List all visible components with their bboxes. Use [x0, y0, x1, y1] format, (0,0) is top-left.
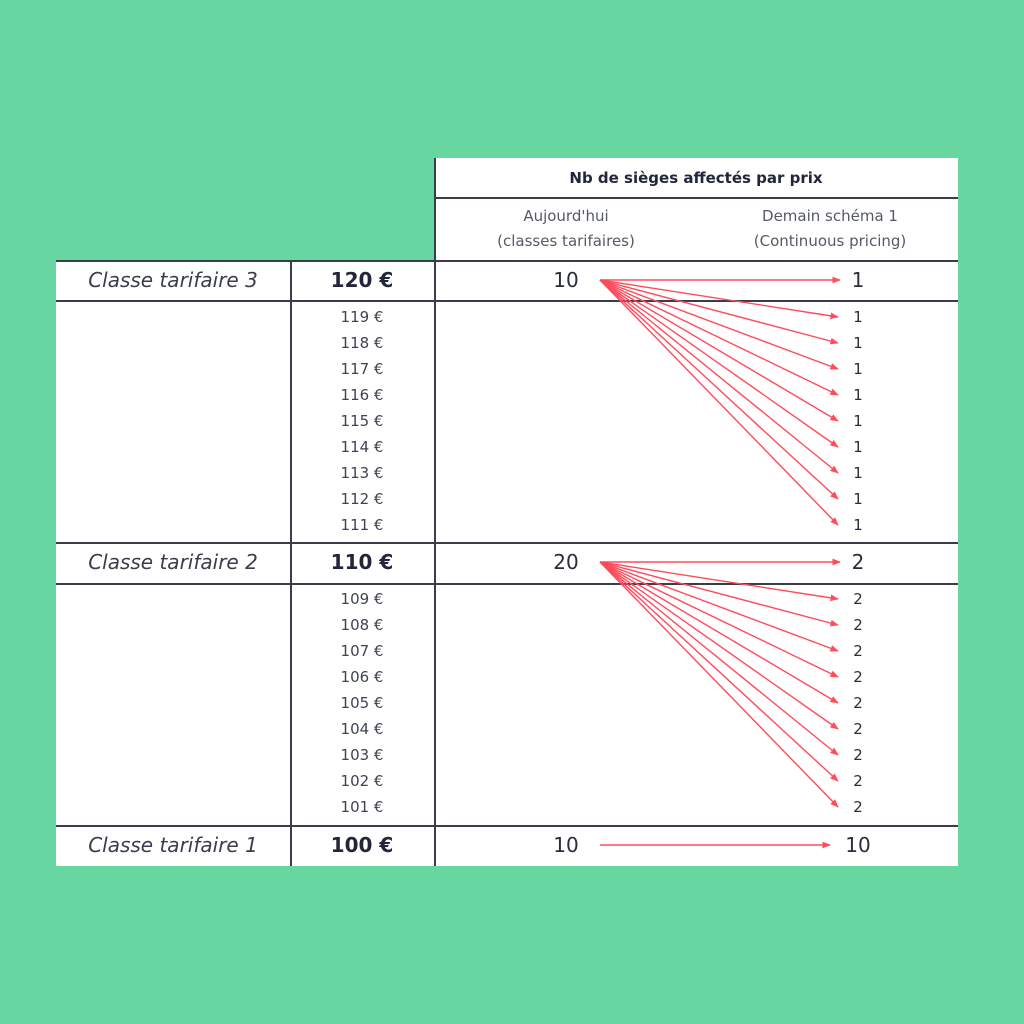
allocation-arrow	[599, 561, 839, 652]
sub-price: 109 €	[340, 590, 384, 608]
sub-tomorrow-seats: 1	[853, 386, 863, 404]
allocation-arrow	[599, 279, 839, 320]
sub-price: 113 €	[340, 464, 384, 482]
row-divider	[56, 583, 958, 585]
allocation-arrow	[599, 279, 839, 422]
sub-price: 108 €	[340, 616, 384, 634]
column-today-label: Aujourd'hui	[523, 207, 609, 225]
sub-price: 104 €	[340, 720, 384, 738]
sub-price: 118 €	[340, 334, 384, 352]
sub-tomorrow-seats: 2	[853, 746, 863, 764]
column-tomorrow-label: Demain schéma 1	[762, 207, 898, 225]
sub-price: 114 €	[340, 438, 384, 456]
allocation-arrow	[599, 279, 839, 448]
sub-tomorrow-seats: 2	[853, 590, 863, 608]
allocation-arrow	[599, 279, 839, 500]
sub-price: 111 €	[340, 516, 384, 534]
sub-price: 119 €	[340, 308, 384, 326]
class-label: Classe tarifaire 1	[88, 833, 258, 857]
header-box	[434, 158, 958, 260]
allocation-arrow	[599, 279, 839, 396]
allocation-arrow	[599, 561, 839, 678]
sub-price: 105 €	[340, 694, 384, 712]
class-price: 120 €	[330, 268, 394, 292]
allocation-arrow	[599, 279, 839, 370]
sub-price: 116 €	[340, 386, 384, 404]
class-price: 110 €	[330, 550, 394, 574]
sub-tomorrow-seats: 2	[853, 720, 863, 738]
sub-price: 106 €	[340, 668, 384, 686]
column-divider	[434, 158, 436, 866]
column-today-sublabel: (classes tarifaires)	[497, 232, 635, 250]
sub-price: 112 €	[340, 490, 384, 508]
sub-price: 115 €	[340, 412, 384, 430]
sub-tomorrow-seats: 2	[853, 798, 863, 816]
today-seats: 10	[553, 833, 579, 857]
tomorrow-seats: 1	[851, 268, 865, 292]
allocation-arrow	[599, 561, 839, 782]
today-seats: 10	[553, 268, 579, 292]
allocation-arrow	[599, 561, 839, 602]
sub-tomorrow-seats: 1	[853, 464, 863, 482]
sub-tomorrow-seats: 1	[853, 308, 863, 326]
column-today-header: Aujourd'hui (classes tarifaires)	[497, 204, 635, 254]
sub-tomorrow-seats: 2	[853, 668, 863, 686]
sub-price: 117 €	[340, 360, 384, 378]
header-title: Nb de sièges affectés par prix	[569, 169, 823, 187]
column-tomorrow-sublabel: (Continuous pricing)	[753, 232, 907, 250]
sub-tomorrow-seats: 1	[853, 438, 863, 456]
sub-tomorrow-seats: 2	[853, 642, 863, 660]
sub-price: 103 €	[340, 746, 384, 764]
row-divider	[56, 260, 958, 262]
row-divider	[56, 300, 958, 302]
allocation-arrow	[599, 561, 839, 704]
allocation-arrow	[599, 561, 839, 756]
allocation-arrow	[599, 561, 839, 808]
allocation-arrow	[599, 279, 839, 474]
allocation-arrow	[599, 561, 839, 730]
sub-price: 107 €	[340, 642, 384, 660]
sub-tomorrow-seats: 1	[853, 516, 863, 534]
sub-tomorrow-seats: 1	[853, 412, 863, 430]
allocation-arrow	[599, 279, 839, 345]
allocation-arrow	[599, 561, 839, 627]
column-tomorrow-header: Demain schéma 1 (Continuous pricing)	[754, 204, 907, 254]
column-divider	[290, 260, 292, 866]
row-divider	[56, 542, 958, 544]
sub-tomorrow-seats: 1	[853, 490, 863, 508]
row-divider	[434, 197, 958, 199]
class-label: Classe tarifaire 2	[88, 550, 258, 574]
sub-price: 101 €	[340, 798, 384, 816]
sub-tomorrow-seats: 1	[853, 360, 863, 378]
tomorrow-seats: 2	[851, 550, 865, 574]
sub-tomorrow-seats: 1	[853, 334, 863, 352]
sub-tomorrow-seats: 2	[853, 772, 863, 790]
today-seats: 20	[553, 550, 579, 574]
class-label: Classe tarifaire 3	[88, 268, 258, 292]
allocation-arrow	[599, 279, 839, 526]
table-body	[56, 260, 958, 866]
sub-tomorrow-seats: 2	[853, 616, 863, 634]
sub-price: 102 €	[340, 772, 384, 790]
class-price: 100 €	[330, 833, 394, 857]
row-divider	[56, 825, 958, 827]
sub-tomorrow-seats: 2	[853, 694, 863, 712]
tomorrow-seats: 10	[845, 833, 871, 857]
